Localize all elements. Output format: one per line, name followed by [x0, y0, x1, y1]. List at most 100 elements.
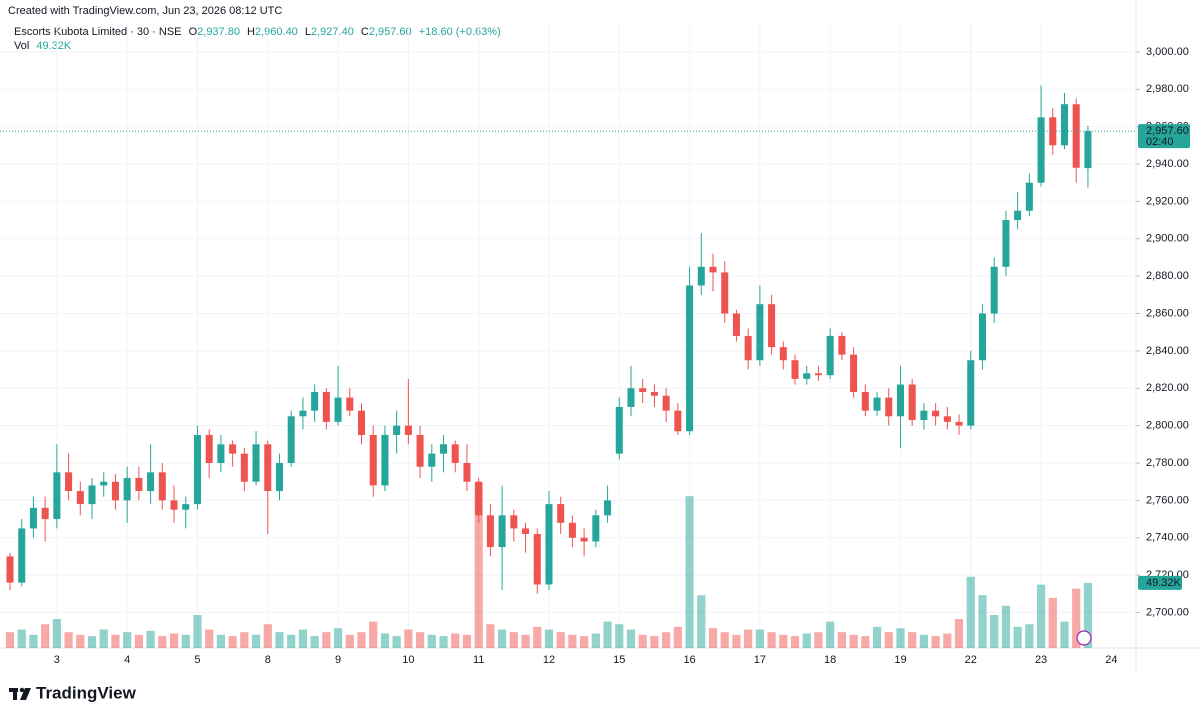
- y-tick-label: 2,860.00: [1146, 307, 1189, 319]
- candle-body: [440, 444, 448, 454]
- candle-body: [1025, 182, 1033, 211]
- y-tick-label: 2,740.00: [1146, 532, 1189, 544]
- candle-body: [639, 388, 647, 392]
- volume-bar: [826, 621, 835, 648]
- x-tick-label: 11: [473, 654, 484, 666]
- volume-bar: [931, 636, 940, 648]
- x-tick-label: 12: [543, 654, 555, 666]
- candle-body: [896, 384, 904, 417]
- candle-body: [779, 347, 787, 361]
- volume-bar: [814, 632, 823, 648]
- volume-bar: [720, 632, 729, 648]
- candle-body: [205, 434, 213, 464]
- open-label: O: [189, 26, 198, 38]
- candle-body: [533, 534, 541, 585]
- candle-body: [814, 373, 822, 376]
- candle-body: [41, 507, 49, 520]
- candle-body: [381, 434, 389, 486]
- y-tick-label: 2,780.00: [1146, 457, 1189, 469]
- volume-bar: [544, 629, 554, 648]
- volume-bar: [439, 636, 448, 648]
- candle-body: [147, 472, 155, 492]
- candle-body: [967, 360, 975, 426]
- volume-bar: [533, 626, 542, 648]
- candle-body: [322, 391, 330, 422]
- candle-body: [158, 472, 166, 501]
- candle-body: [650, 391, 658, 396]
- high-label: H: [247, 26, 255, 38]
- volume-bar: [919, 634, 929, 648]
- candle-body: [1049, 117, 1057, 146]
- candle-body: [65, 472, 73, 492]
- volume-bar: [146, 630, 155, 648]
- candle-body: [229, 444, 237, 454]
- volume-bar: [345, 634, 354, 648]
- candle-body: [357, 410, 366, 435]
- low-label: L: [305, 26, 311, 38]
- candle-body: [674, 410, 682, 432]
- last-price-badge: [1138, 124, 1190, 149]
- candle-body: [1060, 104, 1069, 146]
- symbol: Escorts Kubota Limited · 30 · NSE: [14, 26, 182, 38]
- volume-bar: [849, 634, 858, 648]
- x-tick-label: 10: [402, 654, 414, 666]
- candle-body: [416, 434, 424, 467]
- x-tick-label: 5: [194, 654, 200, 666]
- volume-bar: [943, 633, 952, 648]
- open-value: 2,937.80: [197, 26, 240, 38]
- candle-body: [170, 500, 178, 510]
- last-price-label: 2,957.60: [1146, 125, 1189, 137]
- volume-bar: [287, 634, 296, 648]
- volume-badge-label: 49.32K: [1146, 577, 1182, 589]
- volume-bar: [1060, 621, 1069, 648]
- volume-bar: [169, 633, 179, 648]
- candle-body: [932, 410, 940, 417]
- volume-bar: [1036, 584, 1046, 648]
- candle-body: [791, 360, 799, 379]
- candle-body: [580, 537, 588, 542]
- candle-body: [955, 421, 963, 426]
- candle-body: [908, 384, 916, 421]
- volume-bar: [615, 624, 624, 648]
- volume-bar: [134, 634, 143, 648]
- volume-label: Vol: [14, 40, 29, 52]
- candle-body: [486, 515, 494, 548]
- candle-body: [522, 528, 530, 535]
- countdown: 02:40: [1146, 136, 1174, 148]
- candle-body: [123, 477, 131, 501]
- volume-bar: [638, 634, 647, 648]
- x-tick-label: 19: [894, 654, 906, 666]
- candle-body: [29, 507, 37, 529]
- volume-bar: [896, 628, 905, 648]
- volume-bar: [251, 634, 261, 648]
- candle-body: [6, 556, 14, 583]
- volume-bar: [802, 633, 811, 648]
- candle-body: [240, 453, 248, 482]
- candle-body: [182, 504, 190, 510]
- volume-bar: [708, 628, 718, 648]
- x-tick-label: 8: [265, 654, 271, 666]
- candle-body: [920, 410, 928, 421]
- candle-body: [885, 397, 893, 417]
- volume-badge: [1138, 575, 1182, 590]
- volume-bar: [392, 636, 401, 648]
- x-tick-label: 17: [754, 654, 766, 666]
- volume-bar: [521, 634, 530, 648]
- volume-bar: [591, 633, 600, 648]
- volume-bar: [755, 629, 764, 648]
- candle-body: [1072, 104, 1080, 168]
- volume-bar: [497, 629, 507, 648]
- candle-body: [111, 481, 119, 501]
- candle-body: [76, 491, 84, 505]
- candle-body: [873, 397, 881, 411]
- brand: TradingView: [36, 683, 137, 702]
- volume-bar: [732, 634, 741, 648]
- volume-bar: [767, 632, 776, 648]
- volume-bar: [41, 624, 50, 648]
- volume-bar: [662, 632, 671, 648]
- volume-bar: [263, 624, 272, 648]
- candle-body: [510, 515, 518, 529]
- candle-body: [217, 444, 225, 464]
- volume-bar: [17, 629, 26, 648]
